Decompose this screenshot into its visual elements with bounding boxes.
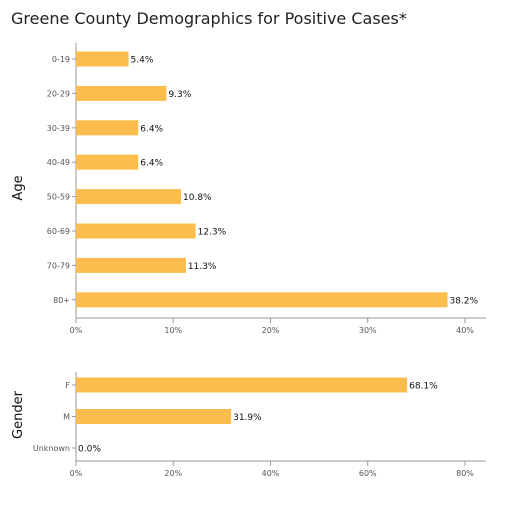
data-label: 10.8% (183, 193, 212, 203)
y-tick-label: 70-79 (47, 261, 70, 270)
data-label: 31.9% (233, 413, 262, 423)
bar (76, 292, 448, 308)
x-tick-label: 60% (359, 469, 377, 478)
x-tick-label: 10% (164, 326, 182, 335)
bar (76, 223, 196, 239)
data-label: 38.2% (449, 296, 478, 306)
y-tick-label: 40-49 (47, 158, 70, 167)
data-label: 0.0% (78, 445, 101, 455)
data-label: 12.3% (198, 228, 227, 238)
page-title: Greene County Demographics for Positive … (11, 9, 407, 28)
y-tick-label: 50-59 (47, 193, 70, 202)
data-label: 5.4% (131, 56, 154, 66)
bar (76, 85, 167, 101)
bar (76, 409, 232, 424)
data-label: 9.3% (168, 90, 191, 100)
y-axis-title: Age (11, 175, 26, 200)
age-chart-panel: 0% 10% 20% 30% 40% 0-19 5.4% 20-29 9.3% 30-39 6.4%… (11, 43, 486, 335)
data-label: 6.4% (140, 124, 163, 134)
x-tick-label: 40% (262, 469, 280, 478)
bar (76, 377, 408, 393)
y-tick-label: 60-69 (47, 227, 70, 236)
data-label: 11.3% (188, 262, 217, 272)
x-tick-label: 80% (456, 469, 474, 478)
y-tick-label: Unknown (33, 444, 70, 453)
bar (76, 257, 186, 273)
y-tick-label: F (65, 381, 70, 390)
data-label: 6.4% (140, 159, 163, 169)
y-tick-label: 80+ (53, 296, 70, 305)
x-tick-label: 20% (164, 469, 182, 478)
x-tick-label: 0% (70, 326, 83, 335)
x-tick-label: 20% (262, 326, 280, 335)
bar (76, 154, 139, 170)
gender-chart-panel: 0% 20% 40% 60% 80% F 68.1% M 31.9% Unknown 0.0% Gen… (11, 372, 486, 478)
y-tick-label: M (63, 413, 70, 422)
y-axis-title: Gender (11, 390, 26, 439)
y-tick-label: 30-39 (47, 124, 70, 133)
x-tick-label: 30% (359, 326, 377, 335)
x-tick-label: 0% (70, 469, 83, 478)
y-tick-label: 0-19 (52, 55, 70, 64)
bar (76, 189, 182, 205)
bar (76, 51, 129, 67)
x-tick-label: 40% (456, 326, 474, 335)
bar (76, 120, 139, 136)
y-tick-label: 20-29 (47, 89, 70, 98)
data-label: 68.1% (409, 382, 438, 392)
